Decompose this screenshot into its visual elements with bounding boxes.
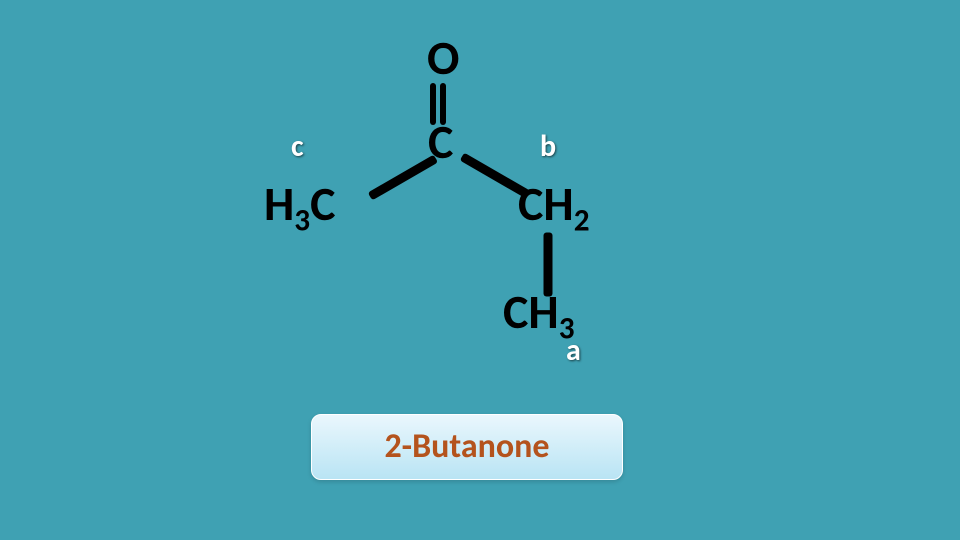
atom-ch2: CH2	[518, 180, 590, 228]
bond	[440, 83, 446, 125]
bond	[368, 155, 438, 201]
atom-h3c: H3C	[264, 180, 336, 228]
compound-name-box: 2-Butanone	[311, 414, 623, 480]
atom-label-H3C: H3C	[264, 174, 336, 233]
diagram-canvas: O C H3C CH2 CH3 a b c 2-Butanone	[0, 0, 960, 540]
atom-label-CH3: CH3	[503, 282, 575, 341]
bond	[544, 233, 553, 297]
annotation-a: a	[566, 332, 581, 369]
atom-ch3: CH3	[503, 288, 575, 336]
atom-label-CH2: CH2	[518, 174, 590, 233]
annotation-c: c	[291, 128, 304, 165]
atom-label-O: O	[427, 28, 459, 87]
atom-oxygen: O	[427, 34, 459, 82]
bond	[430, 83, 436, 125]
annotation-b: b	[540, 128, 556, 165]
compound-name-text: 2-Butanone	[384, 426, 549, 467]
